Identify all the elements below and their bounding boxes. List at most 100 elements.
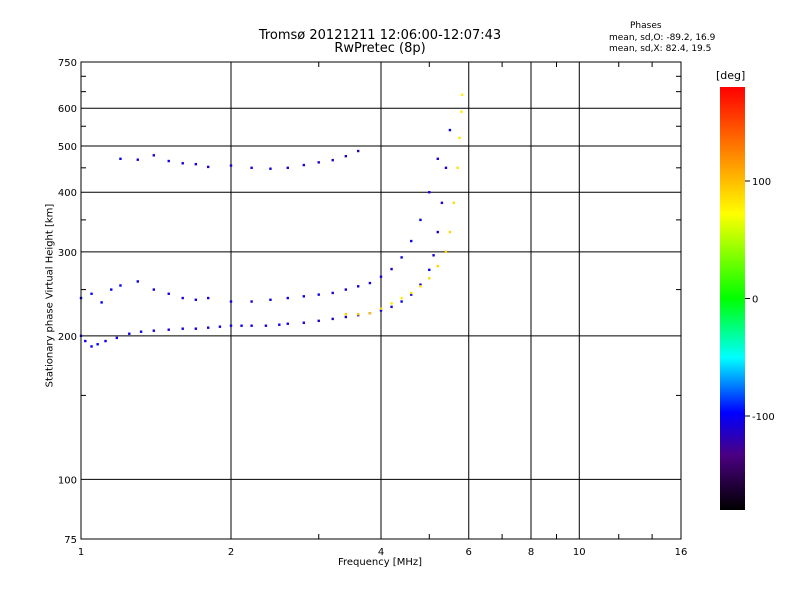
echo-point <box>181 162 184 165</box>
echo-point <box>379 307 383 310</box>
echo-point <box>410 293 413 296</box>
echo-point <box>460 93 464 97</box>
echo-point <box>229 164 233 167</box>
echo-point <box>317 161 320 164</box>
echo-point <box>390 302 393 305</box>
echo-point <box>240 324 243 327</box>
echo-point <box>264 324 268 327</box>
echo-point <box>167 292 170 295</box>
grid-lines <box>81 62 681 539</box>
axis-ticks: 1 2 4 6 8 10 16 75 100 200 300 400 500 600 750 <box>58 58 687 558</box>
echo-point <box>302 295 306 298</box>
colorbar-ticks: 100 0 -100 <box>745 177 775 423</box>
echo-point <box>410 291 413 295</box>
echo-point <box>440 201 444 205</box>
y-tick-label: 75 <box>64 535 77 546</box>
phase-stats-o: mean, sd,O: -89.2, 16.9 <box>609 33 716 43</box>
echo-point <box>167 328 170 331</box>
echo-point <box>269 298 272 301</box>
echo-point <box>356 285 360 288</box>
echo-point <box>400 256 403 259</box>
echo-point <box>278 323 281 326</box>
x-tick-label: 10 <box>573 547 586 558</box>
echo-point <box>419 283 422 286</box>
x-tick-label: 16 <box>675 547 688 558</box>
echo-point <box>456 166 459 170</box>
echo-point <box>206 165 210 169</box>
echo-point <box>206 296 210 300</box>
x-tick-label: 8 <box>528 547 534 558</box>
echo-point <box>448 230 452 234</box>
echo-point <box>458 136 461 140</box>
y-tick-label: 400 <box>58 188 77 199</box>
echo-point <box>379 275 383 278</box>
echo-point <box>206 326 210 329</box>
echo-point <box>368 281 372 285</box>
colorbar-tick-label: -100 <box>752 412 775 423</box>
echo-point <box>286 322 289 325</box>
echo-point <box>452 201 456 205</box>
echo-point <box>229 300 233 303</box>
phase-stats-heading: Phases <box>630 21 662 31</box>
y-axis-label: Stationary phase Virtual Height [km] <box>44 203 56 388</box>
echo-point <box>181 296 184 300</box>
echo-point <box>444 166 448 170</box>
echo-point <box>84 339 87 343</box>
x-axis-label: Frequency [MHz] <box>337 557 423 568</box>
echo-point <box>317 293 320 296</box>
plot-frame <box>80 61 682 540</box>
echo-point <box>419 218 422 222</box>
echo-point <box>194 298 198 301</box>
echo-point <box>90 292 93 295</box>
x-tick-label: 4 <box>378 547 384 558</box>
echo-point <box>90 345 93 348</box>
x-tick-label: 6 <box>466 547 472 558</box>
echo-point <box>119 157 122 161</box>
echo-point <box>432 254 435 257</box>
echo-point <box>194 327 198 330</box>
echo-point <box>115 336 119 340</box>
echo-point <box>379 309 383 312</box>
echo-point <box>136 280 139 283</box>
echo-point <box>400 300 403 303</box>
echo-point <box>136 158 139 161</box>
echo-point <box>152 329 156 332</box>
echo-point <box>250 166 253 170</box>
echo-point <box>410 239 413 243</box>
echo-point <box>152 288 156 291</box>
echo-point <box>344 312 348 316</box>
echo-point <box>436 157 439 161</box>
x-tick-label: 2 <box>228 547 234 558</box>
echo-point <box>444 250 448 254</box>
echo-point <box>286 296 289 300</box>
echo-point <box>368 312 372 315</box>
echo-point <box>104 339 107 343</box>
echo-point <box>331 291 334 295</box>
echo-point <box>419 285 422 288</box>
echo-point <box>331 158 334 162</box>
y-tick-label: 100 <box>58 475 77 486</box>
echo-point <box>218 325 222 328</box>
phase-colorbar <box>720 87 745 510</box>
echo-point <box>110 288 113 291</box>
echo-point <box>286 166 289 170</box>
echo-point <box>390 305 393 309</box>
echo-point <box>344 154 348 158</box>
echo-point <box>269 167 272 170</box>
echo-point <box>139 330 143 333</box>
echo-point <box>250 324 253 327</box>
colorbar-tick-label: 100 <box>752 177 771 188</box>
colorbar-unit-label: [deg] <box>716 69 746 82</box>
y-tick-label: 750 <box>58 58 77 69</box>
echo-point <box>100 301 103 304</box>
chart-title: Tromsø 20121211 12:06:00-12:07:43 <box>258 28 502 43</box>
echo-point <box>436 264 439 268</box>
echo-point <box>119 284 122 287</box>
echo-point <box>181 327 184 330</box>
echo-point <box>344 288 348 291</box>
echo-point <box>390 267 393 271</box>
y-tick-label: 300 <box>58 248 77 259</box>
echo-point <box>428 268 431 272</box>
echo-point <box>128 332 131 335</box>
